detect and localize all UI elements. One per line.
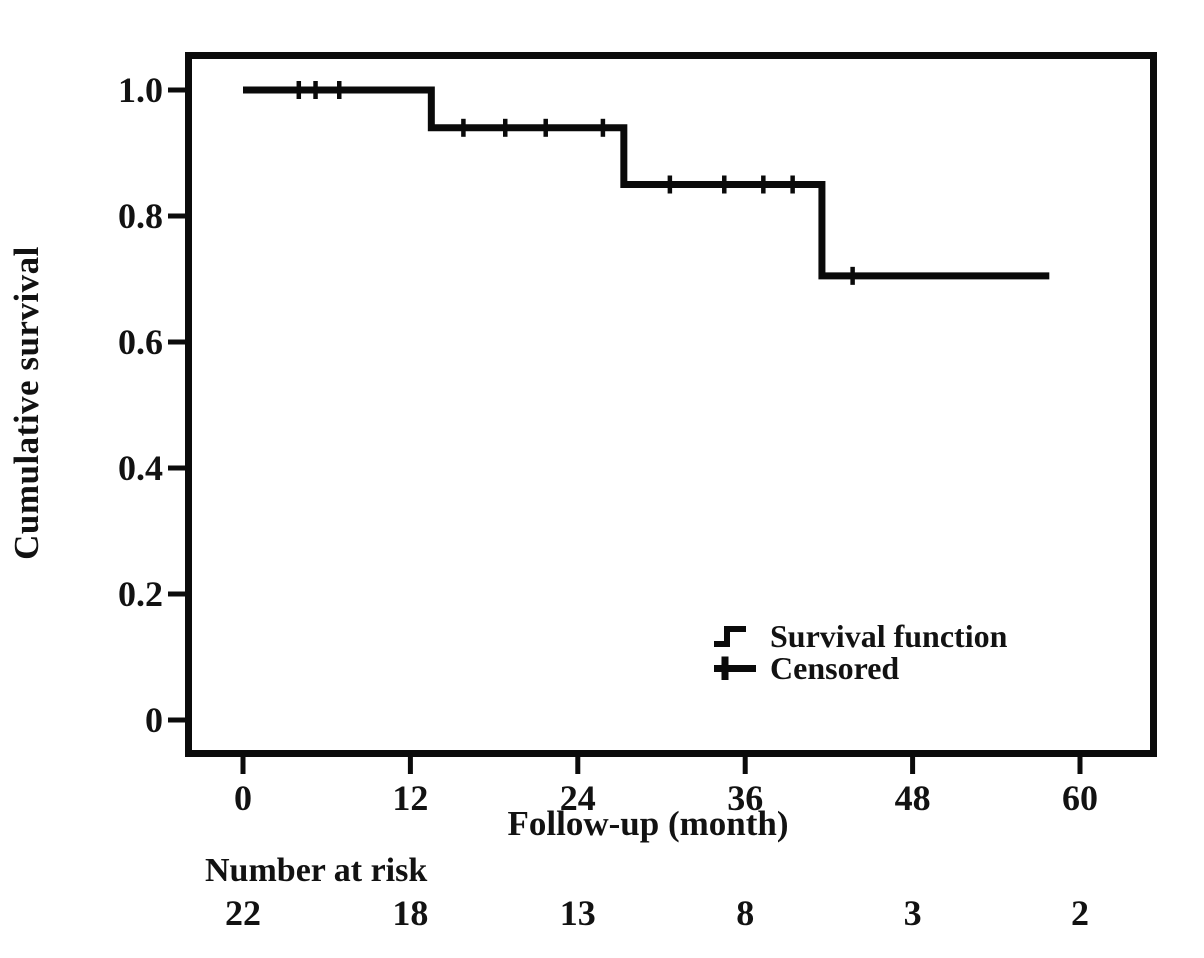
y-tick-label: 0.6: [118, 322, 163, 362]
x-tick-label: 36: [727, 778, 764, 818]
legend-label-survival-function: Survival function: [770, 618, 1008, 654]
legend-label-censored: Censored: [770, 650, 900, 686]
x-axis-title: Follow-up (month): [507, 804, 789, 843]
survival-step-curve: [243, 86, 1050, 280]
plot-frame: [185, 52, 1157, 757]
number-at-risk-value: 13: [559, 893, 596, 933]
x-tick-label: 60: [1062, 778, 1098, 818]
number-at-risk-value: 18: [392, 893, 429, 933]
y-tick-label: 0: [145, 700, 163, 740]
y-tick-label: 0.4: [118, 448, 163, 488]
legend-item-censored: Censored: [712, 652, 1007, 684]
x-tick-label: 0: [234, 778, 252, 818]
legend: Survival function Censored: [712, 620, 1007, 684]
legend-item-survival-function: Survival function: [712, 620, 1007, 652]
x-tick-label: 48: [894, 778, 931, 818]
number-at-risk-value: 2: [1071, 893, 1089, 933]
y-tick-label: 0.2: [118, 574, 163, 614]
number-at-risk-value: 3: [903, 893, 922, 933]
x-tick-label: 24: [559, 778, 596, 818]
number-at-risk-value: 8: [736, 893, 755, 933]
y-tick-label: 1.0: [118, 70, 163, 110]
censored-plus-icon: [714, 656, 756, 680]
number-at-risk-value: 22: [225, 893, 261, 933]
x-tick-label: 12: [392, 778, 429, 818]
number-at-risk-label: Number at risk: [205, 852, 428, 889]
y-tick-label: 0.8: [118, 196, 163, 236]
step-curve-icon: [714, 626, 746, 647]
